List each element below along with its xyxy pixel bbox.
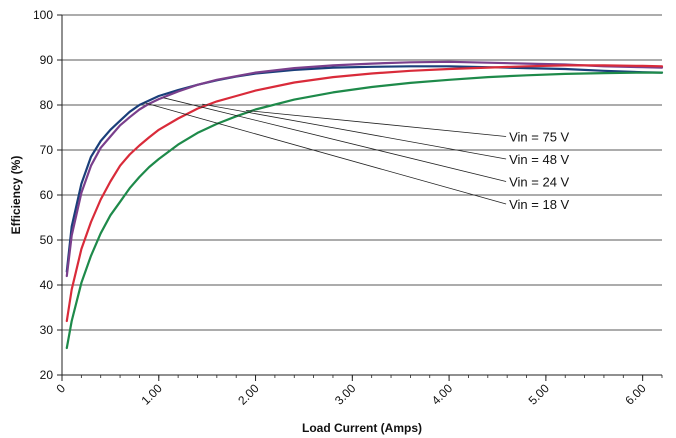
x-tick-label: 0: [53, 381, 68, 396]
x-tick-label: 4.00: [429, 381, 456, 408]
y-tick-label: 40: [40, 278, 54, 292]
series-line: [67, 62, 662, 276]
x-tick-label: 5.00: [526, 381, 553, 408]
gridlines: [62, 15, 662, 330]
annotation-leader-line: [246, 110, 506, 136]
annotation-label: Vin = 75 V: [509, 130, 569, 145]
y-axis-title: Efficiency (%): [9, 156, 23, 235]
y-tick-label: 50: [40, 233, 54, 247]
y-tick-label: 60: [40, 188, 54, 202]
series-line: [67, 66, 662, 271]
annotation-label: Vin = 48 V: [509, 152, 569, 167]
series-line: [67, 65, 662, 321]
y-tick-label: 30: [40, 323, 54, 337]
x-tick-label: 6.00: [622, 381, 649, 408]
y-tick-label: 80: [40, 98, 54, 112]
x-axis-title: Load Current (Amps): [302, 421, 422, 435]
x-tick-label: 3.00: [332, 381, 359, 408]
y-tick-label: 100: [33, 8, 53, 22]
x-tick-label: 1.00: [138, 381, 165, 408]
annotation-leader-line: [164, 98, 506, 182]
y-tick-label: 70: [40, 143, 54, 157]
y-tick-label: 90: [40, 53, 54, 67]
series-line: [67, 73, 662, 348]
annotation-label: Vin = 24 V: [509, 175, 569, 190]
annotation-label: Vin = 18 V: [509, 197, 569, 212]
x-tick-label: 2.00: [235, 381, 262, 408]
y-tick-label: 20: [40, 368, 54, 382]
annotation-leader-line: [144, 103, 506, 204]
